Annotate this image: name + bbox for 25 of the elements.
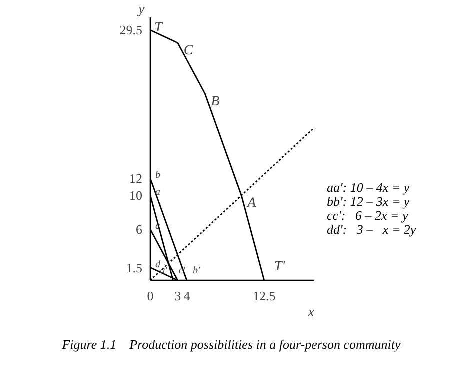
x-tick-label: 12.5 xyxy=(253,288,276,304)
x-tick-label: 4 xyxy=(184,288,191,304)
annotation: T xyxy=(154,20,164,36)
annotation: A xyxy=(246,196,257,212)
annotation: C xyxy=(184,43,194,58)
annotation: d xyxy=(156,259,162,270)
y-tick-label: 29.5 xyxy=(120,22,142,38)
annotation: b xyxy=(156,170,160,182)
annotation: B xyxy=(211,94,220,110)
text: Figure 1.1 Production possibilities in a four-person community xyxy=(62,337,401,353)
text: bb': 12 – 3x = y xyxy=(327,194,410,209)
y-axis-title: y xyxy=(136,2,146,18)
annotation: a xyxy=(156,187,160,198)
annotation: b' xyxy=(192,266,201,276)
annotation: T' xyxy=(274,260,286,274)
text: cc': 6 – 2x = y xyxy=(327,208,408,223)
y-tick-label: 10 xyxy=(130,188,142,204)
y-tick-label: 6 xyxy=(136,222,143,238)
x-tick-label: 0 xyxy=(147,288,154,304)
text: aa': 10 – 4x = y xyxy=(327,180,410,195)
x-axis-title: x xyxy=(307,306,316,320)
y-tick-label: 12 xyxy=(130,171,142,186)
y-tick-label: 1.5 xyxy=(126,260,142,276)
text: dd': 3 – x = 2y xyxy=(327,222,416,237)
x-tick-label: 3 xyxy=(174,288,182,304)
